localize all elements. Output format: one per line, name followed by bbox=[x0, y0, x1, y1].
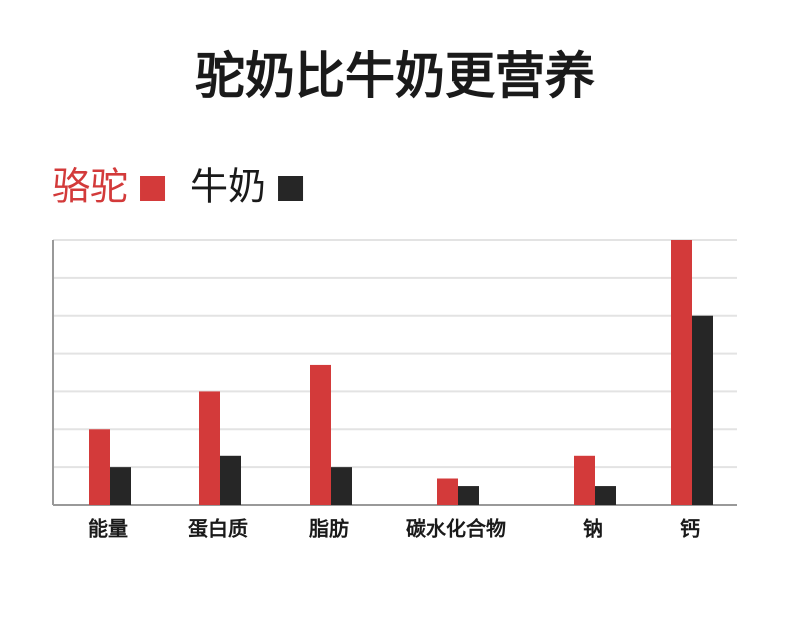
bar bbox=[692, 315, 713, 505]
bar bbox=[574, 455, 595, 505]
bar bbox=[89, 429, 110, 505]
bar bbox=[437, 478, 458, 505]
legend-label: 骆驼 bbox=[52, 165, 128, 209]
bar bbox=[458, 486, 479, 505]
bar bbox=[595, 486, 616, 505]
x-tick-label: 钠 bbox=[583, 517, 603, 541]
bar bbox=[310, 364, 331, 505]
x-tick-label: 能量 bbox=[88, 517, 128, 541]
bar bbox=[220, 455, 241, 505]
legend-swatch bbox=[278, 176, 304, 201]
x-tick-label: 蛋白质 bbox=[188, 517, 248, 541]
bar bbox=[110, 467, 131, 505]
x-tick-label: 碳水化合物 bbox=[406, 517, 506, 541]
chart-title: 驼奶比牛奶更营养 bbox=[195, 46, 595, 105]
bar bbox=[199, 391, 220, 505]
x-tick-label: 脂肪 bbox=[309, 517, 349, 541]
bar bbox=[331, 467, 352, 505]
bar bbox=[671, 240, 692, 505]
x-tick-label: 钙 bbox=[680, 517, 700, 541]
legend-swatch bbox=[140, 176, 166, 201]
legend-label: 牛奶 bbox=[190, 165, 266, 209]
